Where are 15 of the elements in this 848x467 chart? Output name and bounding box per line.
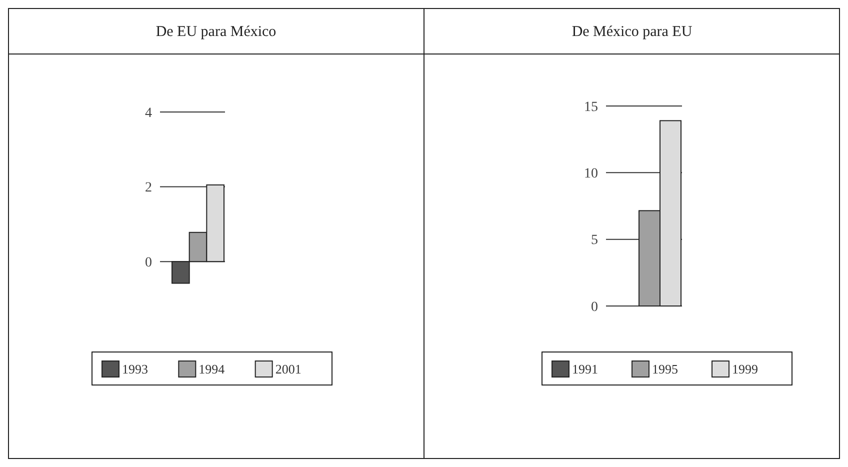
y-tick-label: 4 bbox=[145, 106, 152, 121]
legend-label: 1994 bbox=[198, 362, 226, 377]
y-tick-label: 15 bbox=[584, 100, 598, 115]
chart-title: De EU para México bbox=[156, 24, 276, 40]
y-tick-label: 0 bbox=[145, 255, 152, 270]
y-tick-label: 10 bbox=[584, 166, 598, 182]
y-tick-label: 0 bbox=[591, 300, 598, 315]
legend-label: 1999 bbox=[732, 362, 758, 377]
legend-label: 1995 bbox=[652, 362, 678, 377]
legend-label: 1991 bbox=[572, 362, 598, 377]
chart-title: De México para EU bbox=[572, 24, 692, 40]
y-tick-label: 5 bbox=[591, 233, 598, 248]
legend-label: 2001 bbox=[275, 362, 302, 377]
y-tick-label: 2 bbox=[145, 180, 152, 196]
legend-label: 1993 bbox=[122, 362, 148, 377]
